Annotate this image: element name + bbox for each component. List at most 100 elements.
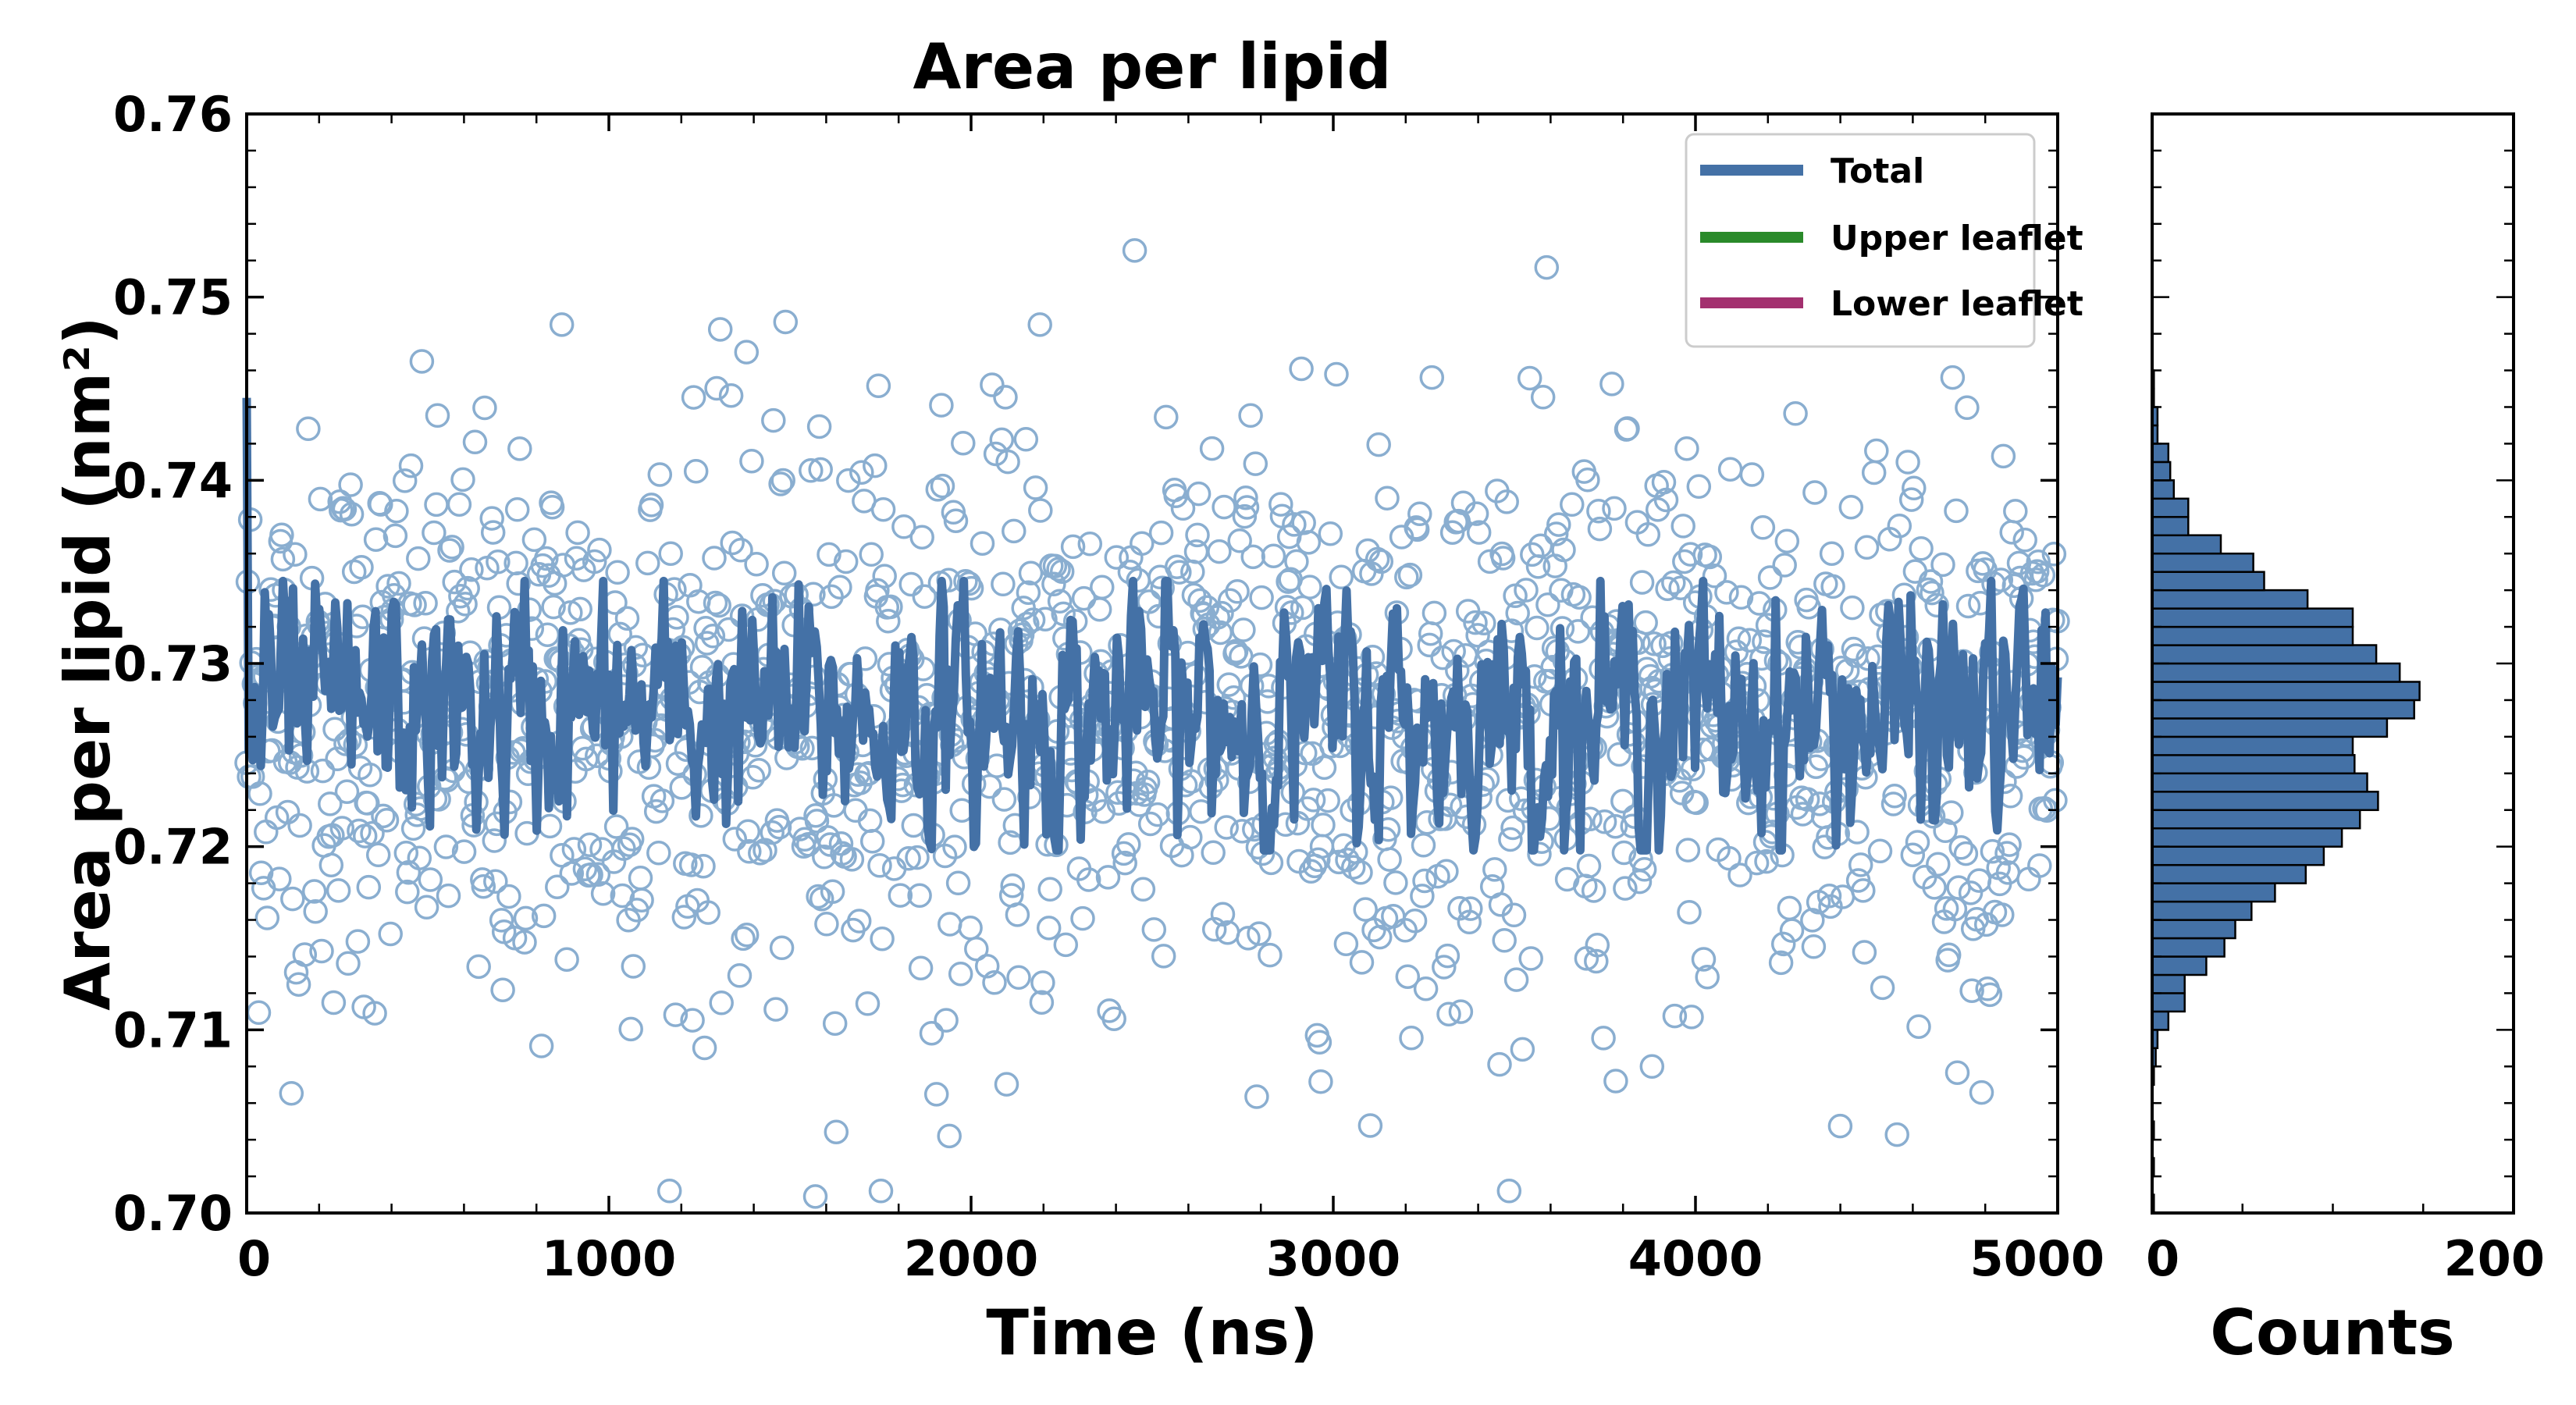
scatter-point xyxy=(345,929,371,954)
scatter-point xyxy=(267,866,292,891)
scatter-point xyxy=(2041,542,2067,567)
scatter-point xyxy=(1037,877,1062,902)
scatter-point xyxy=(1439,520,1465,545)
scatter-point xyxy=(1807,791,1832,816)
histogram-bar xyxy=(2151,443,2170,464)
scatter-point xyxy=(734,922,760,948)
chart-title: Area per lipid xyxy=(913,30,1391,103)
scatter-point xyxy=(1006,965,1031,991)
scatter-point-outlier xyxy=(802,1184,828,1209)
scatter-point xyxy=(1046,557,1071,582)
scatter-point xyxy=(1934,896,1959,921)
scatter-point xyxy=(951,430,976,456)
scatter-point xyxy=(1448,999,1474,1024)
scatter-point xyxy=(1655,576,1680,602)
scatter-point xyxy=(912,584,938,609)
histogram-bar xyxy=(2151,919,2236,940)
histogram-bar xyxy=(2151,809,2361,830)
scatter-point xyxy=(1933,818,1958,844)
scatter-point xyxy=(489,908,514,933)
scatter-point xyxy=(539,494,565,520)
scatter-point xyxy=(1417,632,1442,658)
scatter-point xyxy=(671,905,697,930)
scatter-point xyxy=(269,522,294,547)
scatter-point xyxy=(578,862,603,887)
scatter-point-outlier xyxy=(549,312,575,337)
legend-label-upper-leaflet: Upper leaflet xyxy=(1831,219,2083,258)
scatter-point xyxy=(1016,580,1041,605)
histogram-bar xyxy=(2151,497,2190,518)
scatter-point xyxy=(771,560,797,586)
scatter-point xyxy=(1870,975,1895,1001)
scatter-point xyxy=(696,900,720,925)
histogram-bar xyxy=(2151,845,2325,866)
scatter-point xyxy=(1201,840,1226,866)
scatter-point xyxy=(1435,943,1461,969)
scatter-point xyxy=(1170,496,1196,521)
scatter-point xyxy=(1953,841,1979,866)
scatter-point xyxy=(680,1008,705,1033)
scatter-point xyxy=(1412,868,1437,894)
scatter-point xyxy=(1348,860,1373,885)
scatter-point xyxy=(681,385,706,410)
scatter-point xyxy=(409,349,435,374)
y-axis-label: Area per lipid (nm²) xyxy=(52,316,124,1010)
scatter-point xyxy=(1661,570,1686,596)
histogram-bar xyxy=(2151,699,2415,720)
scatter-point xyxy=(496,884,521,909)
scatter-point xyxy=(1394,564,1419,590)
scatter-point xyxy=(303,898,328,924)
scatter-point xyxy=(1675,838,1701,863)
scatter-point xyxy=(1840,595,1865,621)
scatter-point xyxy=(1783,401,1808,426)
scatter-point xyxy=(1695,964,1720,990)
scatter-point xyxy=(362,1001,387,1026)
scatter-point xyxy=(504,497,530,522)
scatter-point xyxy=(413,590,438,616)
scatter-point xyxy=(1944,498,1969,524)
scatter-point xyxy=(748,841,773,866)
scatter-point xyxy=(1518,946,1543,971)
scatter-point xyxy=(1969,1080,1994,1105)
scatter-point xyxy=(292,942,318,967)
scatter-point xyxy=(849,460,874,485)
scatter-point-outlier xyxy=(1027,312,1052,337)
scatter-point xyxy=(866,373,891,399)
scatter-point xyxy=(439,535,464,560)
scatter-point xyxy=(1679,1005,1704,1030)
scatter-point xyxy=(859,542,884,567)
scatter-point xyxy=(1528,533,1553,559)
x-tick-label: 4000 xyxy=(1628,1230,1763,1287)
scatter-point xyxy=(1494,489,1519,514)
scatter-point xyxy=(1838,494,1864,520)
scatter-point xyxy=(288,743,314,768)
scatter-point xyxy=(722,827,748,852)
scatter-point xyxy=(1510,1037,1535,1062)
scatter-point xyxy=(1324,361,1349,387)
scatter-point xyxy=(535,622,560,647)
scatter-point xyxy=(1505,600,1530,626)
scatter-point xyxy=(1768,950,1794,976)
scatter-point xyxy=(333,731,358,756)
scatter-point-outlier xyxy=(734,340,760,365)
scatter-point xyxy=(1898,487,1924,512)
scatter-point xyxy=(1049,559,1075,584)
scatter-point xyxy=(1318,521,1343,546)
scatter-point xyxy=(1926,852,1951,877)
scatter-point xyxy=(1340,855,1366,880)
scatter-point xyxy=(541,594,566,620)
scatter-point xyxy=(728,538,753,563)
scatter-point xyxy=(1955,395,1980,421)
scatter-point-outlier xyxy=(1639,1054,1665,1080)
scatter-point xyxy=(822,1011,848,1036)
scatter-point xyxy=(1154,404,1179,430)
scatter-point xyxy=(1036,916,1062,941)
histogram-bar xyxy=(2151,955,2208,976)
scatter-point xyxy=(565,520,590,546)
scatter-point xyxy=(1042,553,1068,579)
scatter-point xyxy=(694,631,720,656)
scatter-point xyxy=(737,839,762,864)
scatter-point xyxy=(287,813,312,838)
main-plot: Area per lipid 0 1000 2000 3000 4000 5000 0.7… xyxy=(52,30,2105,1369)
scatter-point xyxy=(1167,560,1192,585)
